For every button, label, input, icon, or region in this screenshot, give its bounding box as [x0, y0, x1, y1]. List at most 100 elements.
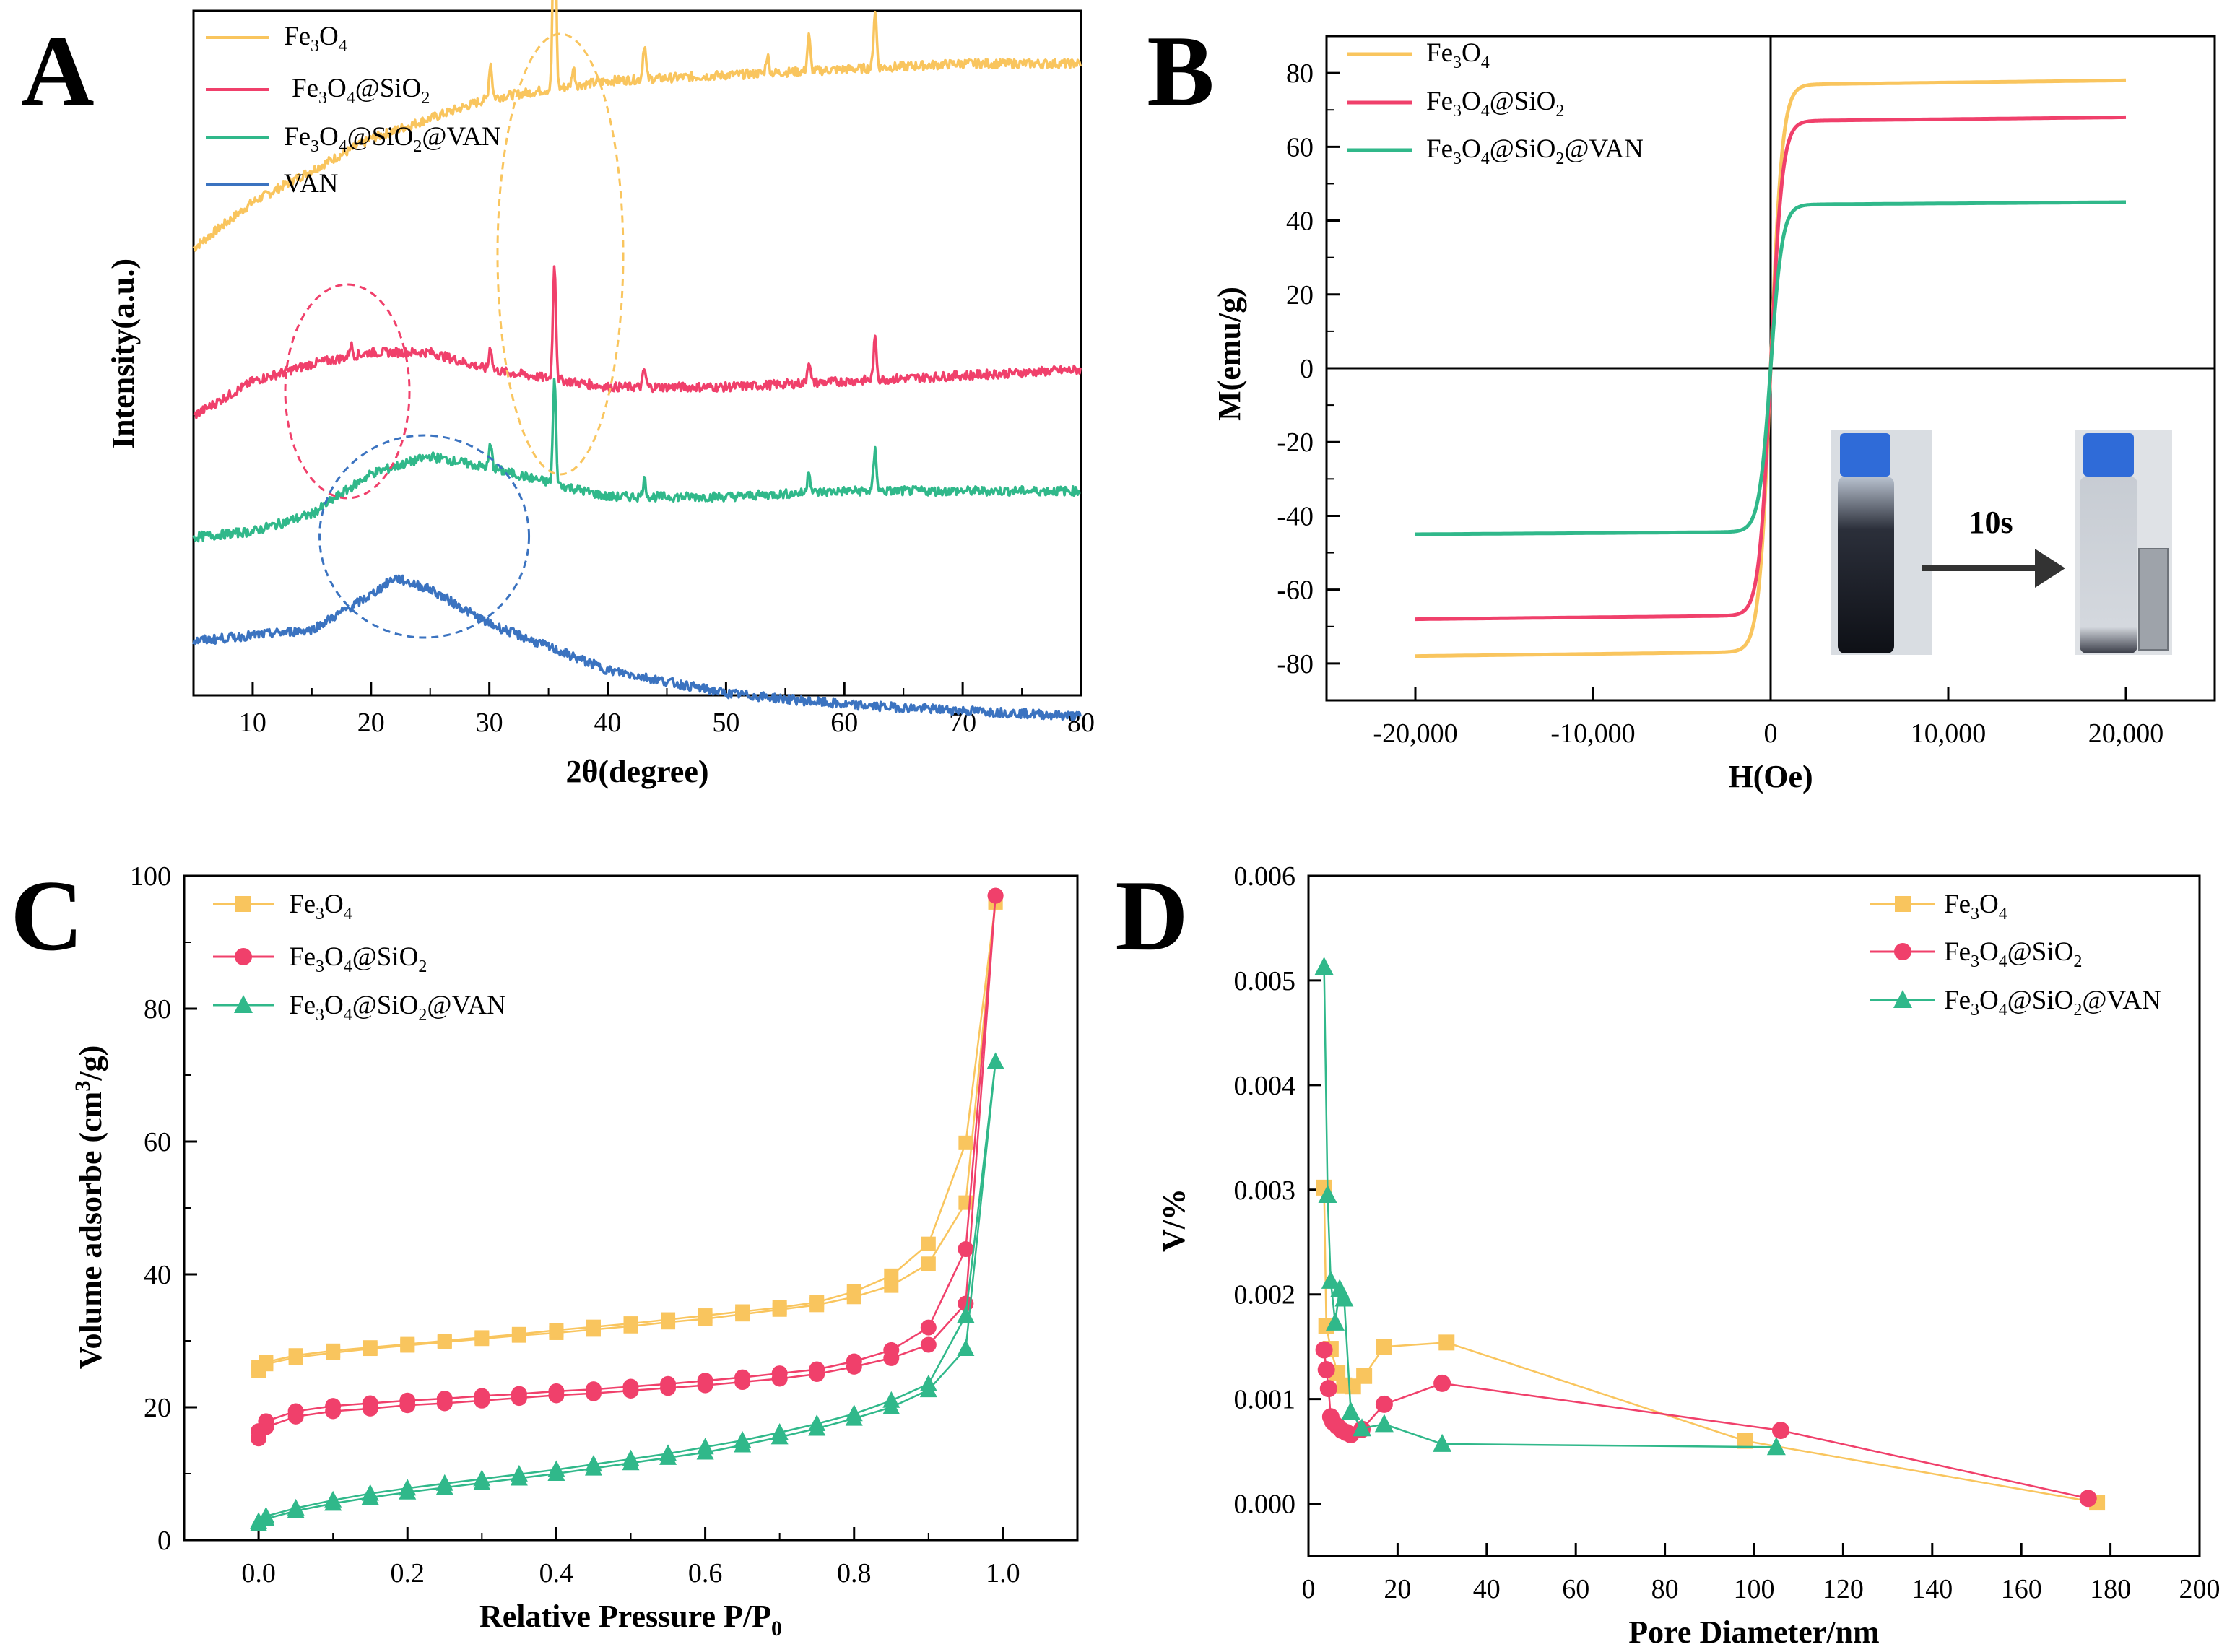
y-tick-label: 80 — [1286, 58, 1314, 89]
data-point-Fe3O4@SiO2@VAN — [361, 1484, 379, 1501]
legend-label-Fe3O4: Fe3​O4​ — [289, 890, 352, 923]
panel-d: 0.000 0.001 0.002 0.003 0.004 0.005 0.006 0 20 40… — [1115, 860, 2220, 1650]
data-point-Fe3O4@SiO2 — [920, 1336, 937, 1353]
xrd-curve-Fe3O4@SiO2@VAN — [192, 378, 1081, 543]
data-point-Fe3O4@SiO2 — [436, 1391, 453, 1407]
data-point-Fe3O4 — [586, 1319, 601, 1334]
data-point-Fe3O4 — [437, 1334, 452, 1348]
data-point-Fe3O4 — [1737, 1433, 1753, 1449]
panel-d-axes-frame — [1307, 874, 2201, 1557]
legend-label-Fe3O4@SiO2: Fe3​O4​@SiO2​ — [1426, 87, 1564, 121]
inset-photo: 10s — [1831, 430, 2172, 655]
data-point-Fe3O4@SiO2 — [548, 1383, 565, 1399]
y-tick-label: 0 — [157, 1526, 171, 1556]
data-point-Fe3O4@SiO2 — [474, 1388, 490, 1404]
x-tick-label: -20,000 — [1373, 718, 1457, 749]
legend-marker — [1895, 896, 1911, 912]
data-point-Fe3O4 — [735, 1304, 750, 1319]
psd-curve-Fe3O4@SiO2@VAN — [1323, 967, 1776, 1448]
x-axis-label: H(Oe) — [1728, 759, 1813, 794]
data-point-Fe3O4@SiO2 — [1433, 1374, 1451, 1392]
data-point-Fe3O4@SiO2@VAN — [1334, 1288, 1354, 1307]
vial-cap-right — [2083, 433, 2134, 477]
data-point-Fe3O4@SiO2 — [987, 887, 1004, 904]
data-point-Fe3O4@SiO2@VAN — [1326, 1312, 1345, 1331]
y-tick-label: 0.003 — [1234, 1175, 1296, 1206]
isotherm-adsorption-Fe3O4 — [258, 902, 997, 1372]
y-tick-label: 20 — [144, 1393, 171, 1423]
y-tick-label: 40 — [1286, 206, 1314, 237]
data-point-Fe3O4@SiO2 — [809, 1361, 825, 1378]
data-point-Fe3O4 — [1356, 1368, 1373, 1384]
y-tick-label: 60 — [144, 1127, 171, 1157]
y-tick-label: 0.004 — [1234, 1071, 1296, 1101]
data-point-Fe3O4@SiO2@VAN — [435, 1474, 453, 1491]
data-point-Fe3O4@SiO2@VAN — [399, 1479, 417, 1496]
y-tick-label: 100 — [130, 861, 171, 892]
data-point-Fe3O4@SiO2 — [362, 1395, 378, 1412]
legend-marker — [234, 995, 253, 1013]
data-point-Fe3O4@SiO2 — [325, 1398, 342, 1414]
y-tick-label: 80 — [144, 994, 171, 1025]
panel-a: 10 20 30 40 50 60 70 802θ(degree)Intensity(a.u.… — [21, 0, 1095, 789]
data-point-Fe3O4@SiO2 — [1375, 1395, 1393, 1413]
x-tick-label: 140 — [1911, 1574, 1953, 1604]
arrow-head — [2035, 549, 2065, 588]
x-tick-label: 10,000 — [1911, 718, 1987, 749]
y-tick-label: -40 — [1277, 501, 1314, 531]
legend-label-Fe3O4@SiO2: Fe3​O4​@SiO2​ — [292, 74, 430, 108]
data-point-Fe3O4 — [549, 1323, 564, 1338]
data-point-Fe3O4@SiO2@VAN — [770, 1422, 789, 1440]
x-tick-label: 10 — [239, 708, 266, 738]
data-point-Fe3O4@SiO2@VAN — [808, 1414, 826, 1431]
y-tick-label: 0.000 — [1234, 1490, 1296, 1520]
data-point-Fe3O4@SiO2@VAN — [473, 1469, 491, 1487]
x-tick-label: -10,000 — [1550, 718, 1635, 749]
y-axis-label: V/% — [1156, 1188, 1191, 1252]
data-point-Fe3O4@SiO2 — [585, 1381, 602, 1398]
x-tick-label: 80 — [1651, 1574, 1679, 1604]
data-point-Fe3O4 — [772, 1300, 787, 1315]
data-point-Fe3O4@SiO2@VAN — [659, 1444, 677, 1461]
data-point-Fe3O4 — [623, 1316, 638, 1331]
ellipse-van — [318, 434, 531, 639]
x-tick-label: 200 — [2179, 1574, 2221, 1604]
x-tick-label: 100 — [1734, 1574, 1775, 1604]
vial-cap-left — [1840, 433, 1890, 477]
data-point-Fe3O4@SiO2@VAN — [957, 1339, 975, 1357]
data-point-Fe3O4@SiO2 — [771, 1365, 788, 1382]
data-point-Fe3O4@SiO2@VAN — [1314, 957, 1334, 975]
y-tick-label: -20 — [1277, 427, 1314, 458]
x-tick-label: 20 — [1384, 1574, 1411, 1604]
panel-label-b: B — [1147, 15, 1214, 127]
y-tick-label: 40 — [144, 1260, 171, 1290]
data-point-Fe3O4@SiO2@VAN — [547, 1460, 565, 1477]
panel-label-d: D — [1115, 860, 1188, 972]
legend-label-Fe3O4@SiO2: Fe3​O4​@SiO2​ — [1944, 937, 2082, 971]
x-tick-label: 180 — [2090, 1574, 2131, 1604]
data-point-Fe3O4 — [326, 1343, 341, 1358]
vial-right — [2080, 477, 2137, 653]
x-tick-label: 1.0 — [986, 1558, 1020, 1588]
ellipse-fe3o4 — [496, 32, 625, 476]
data-point-Fe3O4@SiO2@VAN — [250, 1512, 268, 1529]
y-axis-label: M(emu/g) — [1212, 287, 1247, 421]
y-tick-label: 0.001 — [1234, 1385, 1296, 1415]
data-point-Fe3O4@SiO2@VAN — [584, 1455, 602, 1472]
data-point-Fe3O4@SiO2 — [734, 1369, 751, 1386]
y-tick-label: 0 — [1300, 354, 1314, 384]
y-tick-label: -80 — [1277, 649, 1314, 679]
panel-c: 0 20 40 60 80 100 0.0 0.2 0.4 0.6 0.8 1.0 Relative P… — [10, 860, 1079, 1640]
data-point-Fe3O4@SiO2@VAN — [696, 1438, 714, 1455]
legend-label-Fe3O4@SiO2@VAN: Fe3​O4​@SiO2​@VAN — [1944, 986, 2161, 1020]
y-tick-label: 0.005 — [1234, 966, 1296, 996]
data-point-Fe3O4@SiO2 — [622, 1378, 639, 1395]
x-tick-label: 0.0 — [241, 1558, 276, 1588]
legend-label-Fe3O4: Fe3​O4​ — [1944, 890, 2007, 923]
x-tick-label: 0.2 — [391, 1558, 425, 1588]
x-tick-label: 30 — [476, 708, 503, 738]
y-tick-label: 60 — [1286, 132, 1314, 162]
data-point-Fe3O4 — [1438, 1334, 1455, 1351]
data-point-Fe3O4 — [884, 1268, 899, 1283]
